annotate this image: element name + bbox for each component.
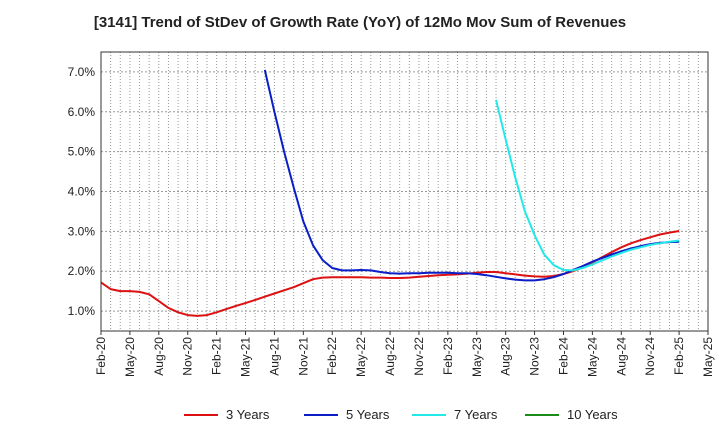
legend-swatch [412, 414, 446, 416]
x-tick-label: Aug-21 [267, 337, 281, 376]
legend-swatch [304, 414, 338, 416]
y-tick-label: 2.0% [68, 264, 96, 278]
x-tick-label: Feb-25 [672, 337, 686, 375]
x-tick-label: Feb-21 [210, 337, 224, 375]
y-tick-label: 3.0% [68, 224, 96, 238]
series-line-7-years [495, 99, 680, 272]
grid-layer [101, 52, 708, 331]
legend-label: 7 Years [454, 407, 498, 422]
x-tick-label: May-20 [123, 337, 137, 377]
legend-swatch [184, 414, 218, 416]
x-tick-label: Nov-24 [643, 337, 657, 376]
x-tick-label: Nov-22 [412, 337, 426, 376]
axis-layer: 1.0% 2.0% 3.0% 4.0% 5.0% 6.0% 7.0% Feb-20 May-20… [68, 65, 715, 377]
x-tick-label: Feb-22 [325, 337, 339, 375]
y-tick-label: 1.0% [68, 304, 96, 318]
x-tick-label: May-25 [701, 337, 715, 377]
x-tick-label: Feb-20 [94, 337, 108, 375]
x-tick-label: Aug-24 [614, 337, 628, 376]
x-tick-label: Nov-23 [528, 337, 542, 376]
x-tick-label: Aug-23 [499, 337, 513, 376]
x-tick-label: Nov-21 [296, 337, 310, 376]
x-tick-label: May-24 [585, 337, 599, 377]
legend-label: 5 Years [346, 407, 390, 422]
y-tick-label: 6.0% [68, 105, 96, 119]
legend-swatch [525, 414, 559, 416]
y-tick-label: 4.0% [68, 185, 96, 199]
x-tick-label: Nov-20 [181, 337, 195, 376]
plot-frame [100, 51, 709, 332]
x-tick-label: Feb-23 [441, 337, 455, 375]
x-tick-label: May-23 [470, 337, 484, 377]
y-tick-label: 7.0% [68, 65, 96, 79]
series-line-5-years [263, 69, 680, 282]
legend-label: 3 Years [226, 407, 270, 422]
x-tick-label: May-22 [354, 337, 368, 377]
x-tick-label: Aug-22 [383, 337, 397, 376]
legend: 3 Years 5 Years 7 Years 10 Years [0, 404, 720, 426]
x-tick-label: May-21 [239, 337, 253, 377]
y-tick-label: 5.0% [68, 145, 96, 159]
series-layer [100, 69, 680, 317]
x-tick-label: Aug-20 [152, 337, 166, 376]
legend-label: 10 Years [567, 407, 618, 422]
x-tick-label: Feb-24 [556, 337, 570, 375]
chart-title: [3141] Trend of StDev of Growth Rate (Yo… [93, 14, 627, 31]
